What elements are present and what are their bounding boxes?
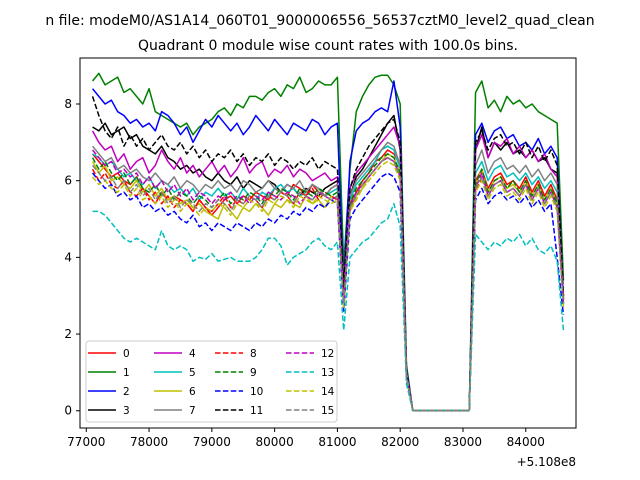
- legend-label-7: 7: [189, 405, 196, 417]
- y-tick-label: 6: [64, 174, 72, 188]
- series-line-7: [91, 141, 565, 412]
- legend-label-15: 15: [321, 405, 334, 417]
- legend-label-14: 14: [321, 386, 335, 398]
- x-tick-label: 84000: [507, 435, 545, 449]
- x-offset-label: +5.108e8: [517, 455, 576, 469]
- plot-frame: [79, 57, 577, 429]
- legend-label-12: 12: [321, 348, 334, 360]
- series-line-2: [91, 80, 565, 412]
- series-line-11: [91, 96, 565, 412]
- legend-label-3: 3: [123, 405, 130, 417]
- y-tick-label: 2: [64, 327, 72, 341]
- x-tick-label: 79000: [193, 435, 231, 449]
- figure-suptitle: n file: modeM0/AS1A14_060T01_9000006556_…: [45, 13, 594, 29]
- series-layer: [91, 72, 565, 412]
- x-tick-label: 82000: [381, 435, 419, 449]
- y-tick-label: 0: [64, 404, 72, 418]
- x-tick-label: 80000: [256, 435, 294, 449]
- legend-label-0: 0: [123, 348, 130, 360]
- legend-label-10: 10: [250, 386, 263, 398]
- series-line-12: [91, 149, 565, 412]
- series-line-1: [91, 72, 565, 412]
- x-tick-label: 78000: [130, 435, 168, 449]
- series-line-13: [92, 202, 565, 412]
- legend-label-5: 5: [189, 367, 196, 379]
- x-tick-label: 83000: [444, 435, 482, 449]
- legend-label-1: 1: [123, 367, 130, 379]
- legend-frame: [85, 340, 338, 423]
- legend-label-2: 2: [123, 386, 130, 398]
- series-line-15: [91, 156, 565, 412]
- series-line-9: [91, 153, 565, 412]
- y-tick-label: 4: [64, 250, 72, 264]
- legend-label-8: 8: [250, 348, 257, 360]
- legend-label-11: 11: [250, 405, 263, 417]
- x-axis: 77000 78000 79000 80000 81000 82000 83000 84000: [67, 428, 545, 449]
- legend-label-4: 4: [189, 348, 196, 360]
- series-line-10: [91, 172, 565, 412]
- chart-title: Quadrant 0 module wise count rates with …: [138, 38, 518, 54]
- x-tick-label: 77000: [67, 435, 105, 449]
- series-line-14: [91, 160, 565, 412]
- legend-label-6: 6: [189, 386, 196, 398]
- legend-label-13: 13: [321, 367, 334, 379]
- x-tick-label: 81000: [318, 435, 356, 449]
- legend-label-9: 9: [250, 367, 257, 379]
- y-axis: 0 2 4 6 8: [64, 97, 80, 418]
- series-line-4: [91, 126, 565, 412]
- y-tick-label: 8: [64, 97, 72, 111]
